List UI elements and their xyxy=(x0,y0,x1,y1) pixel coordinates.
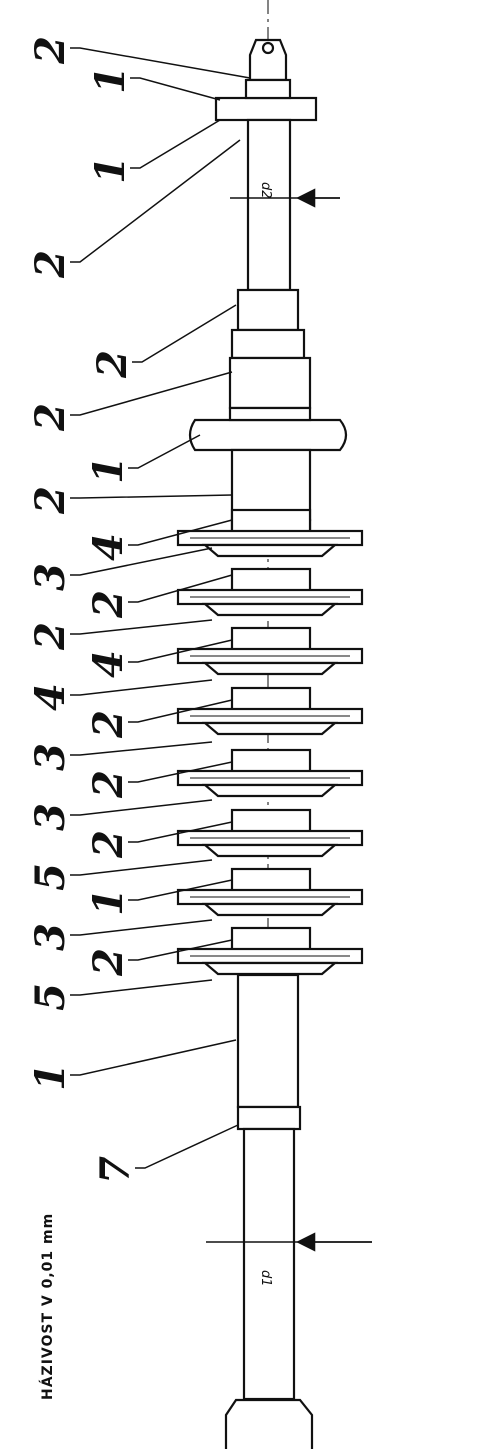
impeller-disc-stack xyxy=(176,508,364,976)
callout-number: 1 xyxy=(85,456,132,484)
callout-number: 2 xyxy=(85,710,132,739)
callout-leader-line xyxy=(132,304,237,363)
main-flange xyxy=(188,418,348,452)
upper-journal xyxy=(246,118,292,292)
callout-number: 3 xyxy=(27,803,74,831)
impeller-disc xyxy=(176,686,364,736)
impeller-disc xyxy=(176,508,364,558)
callout-number: 7 xyxy=(92,1156,139,1184)
dimension-markers xyxy=(206,188,372,1252)
callout-leader-line xyxy=(70,1039,237,1076)
callout-number: 2 xyxy=(89,350,136,379)
callout-number: 2 xyxy=(85,830,132,859)
callout-leader-line xyxy=(70,741,213,756)
callout-number: 4 xyxy=(85,650,132,678)
impeller-disc xyxy=(176,867,364,917)
callout-leader-line xyxy=(70,619,213,635)
callout-leader-line xyxy=(128,879,233,901)
callout-leader-line xyxy=(70,47,251,79)
callout-leader-line xyxy=(70,371,233,416)
impeller-disc xyxy=(176,626,364,676)
dimension-label-d2: d2 xyxy=(258,182,273,199)
callout-leader-line xyxy=(70,494,233,499)
callout-leader-line xyxy=(70,139,241,263)
callout-leader-line xyxy=(130,77,221,101)
callout-number: 3 xyxy=(27,743,74,771)
caption-text: HÁZIVOST V 0,01 mm xyxy=(39,1213,56,1400)
upper-step xyxy=(230,328,306,360)
lower-shoulder xyxy=(236,1105,302,1131)
impeller-disc xyxy=(176,748,364,798)
callout-leader-line xyxy=(70,859,213,876)
callout-leader-line xyxy=(128,574,233,603)
callout-number: 2 xyxy=(85,948,132,977)
bottom-coupling xyxy=(224,1398,314,1449)
callout-number: 2 xyxy=(27,622,74,651)
mid-shaft xyxy=(230,448,312,522)
callout-number: 3 xyxy=(27,923,74,951)
callout-leader-line xyxy=(128,519,233,546)
callout-number: 1 xyxy=(85,888,132,916)
callout-leader-line xyxy=(70,979,213,996)
callout-number: 4 xyxy=(85,533,132,561)
lower-journal xyxy=(242,1127,296,1401)
callout-leader-line xyxy=(128,939,233,961)
callout-number: 2 xyxy=(85,590,132,619)
callout-number: 3 xyxy=(27,563,74,591)
callout-leader-line xyxy=(70,799,213,816)
callout-number: 2 xyxy=(27,36,74,65)
callout-number: 2 xyxy=(85,770,132,799)
callout-leader-line xyxy=(128,699,233,723)
callout-leader-line xyxy=(128,434,201,469)
callout-number: 5 xyxy=(27,863,74,891)
impeller-disc xyxy=(176,926,364,976)
callout-leader-line xyxy=(70,547,213,576)
callout-number: 1 xyxy=(27,1063,74,1091)
callout-number: 2 xyxy=(27,486,74,515)
impeller-disc xyxy=(176,567,364,617)
callout-number: 1 xyxy=(87,66,134,94)
top-nut-hole xyxy=(261,41,275,55)
callout-leader-line xyxy=(128,639,233,663)
upper-shoulder xyxy=(236,288,300,332)
callout-number: 1 xyxy=(87,156,134,184)
callout-number: 4 xyxy=(27,683,74,711)
shaft-body xyxy=(176,38,364,1449)
callout-leader-line xyxy=(128,761,233,783)
callout-leader-line xyxy=(130,119,221,169)
top-collar xyxy=(214,96,318,122)
callout-leaders xyxy=(70,47,251,1169)
callout-leader-line xyxy=(70,919,213,936)
top-neck xyxy=(244,78,292,100)
callout-leader-line xyxy=(70,679,213,696)
callout-leader-line xyxy=(135,1124,239,1169)
flange-hub xyxy=(228,406,312,422)
callout-number: 2 xyxy=(27,250,74,279)
callout-leader-line xyxy=(128,821,233,843)
callout-number: 2 xyxy=(27,403,74,432)
impeller-disc xyxy=(176,808,364,858)
callout-labels: 211222124322442323251325172 xyxy=(27,36,139,1184)
callout-number: 5 xyxy=(27,983,74,1011)
lower-shaft xyxy=(236,973,300,1109)
upper-hub xyxy=(228,356,312,410)
dimension-label-d1: d1 xyxy=(258,1270,273,1287)
